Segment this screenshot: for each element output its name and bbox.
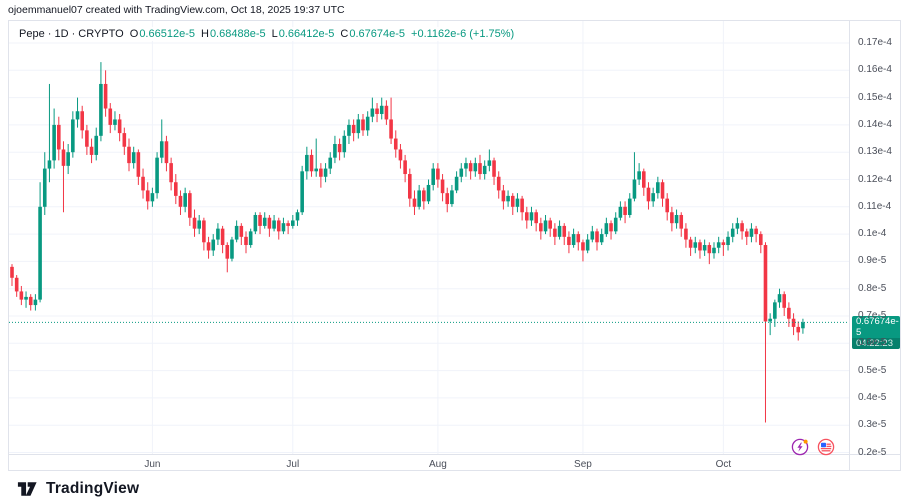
current-price-label: 0.67674e-5 04:22:23 [852, 316, 900, 350]
y-axis-tick: 0.2e-5 [858, 446, 887, 458]
y-axis-tick: 0.9e-5 [858, 255, 887, 267]
y-axis-tick: 0.16e-4 [858, 64, 892, 76]
axis-separators [9, 21, 900, 470]
legend-change: +0.1162e-6 (+1.75%) [411, 28, 515, 40]
legend-ohlc-values: O 0.66512e-5 H 0.68488e-5 L 0.66412e-5 C 0.6767… [130, 28, 405, 40]
legend-ohlc-item: C 0.67674e-5 [340, 28, 406, 40]
y-axis-tick: 0.11e-4 [858, 200, 892, 212]
y-axis-tick: 0.13e-4 [858, 146, 892, 158]
y-axis-tick: 0.17e-4 [858, 37, 892, 48]
current-price-value: 0.67674e-5 [856, 316, 899, 339]
time-axis-event-icons [791, 438, 835, 456]
symbol-title: Pepe · 1D · CRYPTO [19, 28, 124, 40]
y-axis-tick: 0.8e-5 [858, 282, 887, 294]
y-axis-tick: 0.6e-5 [858, 337, 887, 349]
legend-ohlc-item: H 0.68488e-5 [200, 28, 266, 40]
attribution-text: ojoemmanuel07 created with TradingView.c… [8, 4, 345, 16]
y-axis-tick: 0.14e-4 [858, 118, 892, 130]
y-axis-tick: 0.7e-5 [858, 310, 887, 321]
legend-ohlc-item: L 0.66412e-5 [271, 28, 335, 40]
us-flag-events-icon[interactable] [817, 438, 835, 456]
y-axis-tick: 0.3e-5 [858, 419, 887, 431]
x-axis-month-label: Sep [574, 459, 592, 470]
x-axis-month-label: Jun [144, 459, 161, 470]
gridlines [9, 21, 849, 454]
tradingview-logo[interactable]: TradingView [16, 479, 139, 499]
y-axis-tick: 0.1e-4 [858, 228, 887, 240]
y-axis-tick: 0.12e-4 [858, 173, 892, 185]
y-axis-tick: 0.5e-5 [858, 364, 887, 376]
y-axis-tick: 0.4e-5 [858, 391, 887, 403]
candles-group [10, 62, 805, 423]
x-axis-month-label: Aug [428, 459, 447, 470]
symbol-legend: Pepe · 1D · CRYPTO O 0.66512e-5 H 0.68488e-… [15, 27, 519, 41]
x-axis-month-label: Oct [715, 459, 732, 470]
y-axis-tick: 0.15e-4 [858, 91, 892, 103]
tradingview-logo-mark [17, 482, 37, 496]
chart-widget: Pepe · 1D · CRYPTO O 0.66512e-5 H 0.68488e-… [8, 20, 901, 471]
tradingview-logo-text: TradingView [46, 480, 140, 497]
x-axis-month-label: Jul [286, 459, 300, 470]
legend-ohlc-item: O 0.66512e-5 [129, 28, 195, 40]
candlestick-plot[interactable] [9, 21, 900, 470]
bar-countdown: 04:22:23 [852, 338, 900, 350]
lightning-events-icon[interactable] [791, 438, 809, 456]
